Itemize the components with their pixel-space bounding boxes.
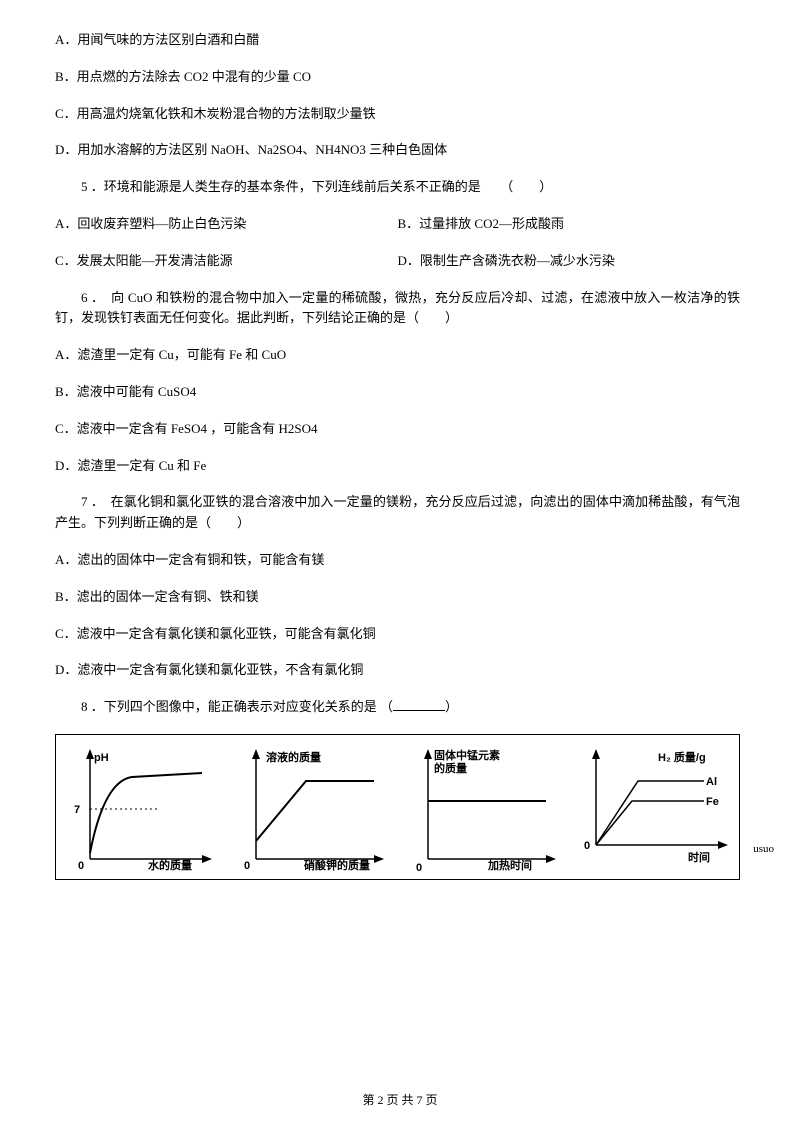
chart-c: 固体中锰元素 的质量 0 加热时间 xyxy=(400,735,572,879)
q5-option-c: C．发展太阳能—开发清洁能源 xyxy=(55,251,398,272)
chart-d-line1: Al xyxy=(706,776,717,788)
q4-option-b: B．用点燃的方法除去 CO2 中混有的少量 CO xyxy=(55,67,740,88)
q4-option-c: C．用高温灼烧氧化铁和木炭粉混合物的方法制取少量铁 xyxy=(55,104,740,125)
q7-option-d: D．滤液中一定含有氯化镁和氯化亚铁，不含有氯化铜 xyxy=(55,660,740,681)
q6-option-a: A．滤渣里一定有 Cu，可能有 Fe 和 CuO xyxy=(55,345,740,366)
q6-option-b: B．滤液中可能有 CuSO4 xyxy=(55,382,740,403)
charts-container: pH 7 0 水的质量 溶液的质量 0 硝酸钾的质量 固体中锰元素 的 xyxy=(55,734,740,880)
chart-d-line2: Fe xyxy=(706,796,719,808)
chart-b-ylabel: 溶液的质量 xyxy=(266,750,321,764)
q4-option-d: D．用加水溶解的方法区别 NaOH、Na2SO4、NH4NO3 三种白色固体 xyxy=(55,140,740,161)
q6-option-d: D．滤渣里一定有 Cu 和 Fe xyxy=(55,456,740,477)
q8-stem-before: 8 ．下列四个图像中，能正确表示对应变化关系的是 （ xyxy=(81,699,393,714)
q8-stem: 8 ．下列四个图像中，能正确表示对应变化关系的是 （ ） xyxy=(55,697,740,718)
chart-d-ylabel: H₂ 质量/g xyxy=(658,750,706,764)
chart-d: H₂ 质量/g Al Fe 0 时间 usuo xyxy=(572,735,744,879)
chart-usuo-label: usuo xyxy=(753,841,774,859)
chart-b-xlabel: 硝酸钾的质量 xyxy=(304,858,370,872)
chart-a: pH 7 0 水的质量 xyxy=(56,735,228,879)
page-footer: 第 2 页 共 7 页 xyxy=(0,1091,800,1110)
q8-stem-after: ） xyxy=(445,699,458,714)
q5-option-a: A．回收废弃塑料—防止白色污染 xyxy=(55,214,398,235)
svg-text:0: 0 xyxy=(244,860,250,872)
q7-option-c: C．滤液中一定含有氯化镁和氯化亚铁，可能含有氯化铜 xyxy=(55,624,740,645)
svg-text:0: 0 xyxy=(584,840,590,852)
svg-text:0: 0 xyxy=(78,860,84,872)
chart-a-xlabel: 水的质量 xyxy=(148,858,192,872)
svg-text:0: 0 xyxy=(416,862,422,874)
q5-option-d: D．限制生产含磷洗衣粉—减少水污染 xyxy=(398,251,741,272)
q6-option-c: C．滤液中一定含有 FeSO4 ，可能含有 H2SO4 xyxy=(55,419,740,440)
chart-d-xlabel: 时间 xyxy=(688,850,710,864)
svg-text:的质量: 的质量 xyxy=(434,761,467,775)
chart-a-ylabel: pH xyxy=(94,752,109,764)
chart-b: 溶液的质量 0 硝酸钾的质量 xyxy=(228,735,400,879)
q7-option-a: A．滤出的固体中一定含有铜和铁，可能含有镁 xyxy=(55,550,740,571)
q5-stem: 5 ．环境和能源是人类生存的基本条件，下列连线前后关系不正确的是 （ ） xyxy=(55,177,740,198)
q5-option-b: B．过量排放 CO2—形成酸雨 xyxy=(398,214,741,235)
q7-option-b: B．滤出的固体一定含有铜、铁和镁 xyxy=(55,587,740,608)
q6-stem: 6 ． 向 CuO 和铁粉的混合物中加入一定量的稀硫酸，微热，充分反应后冷却、过… xyxy=(55,288,740,330)
chart-c-xlabel: 加热时间 xyxy=(487,858,532,872)
q8-blank xyxy=(393,698,445,711)
q7-stem: 7 ． 在氯化铜和氯化亚铁的混合溶液中加入一定量的镁粉，充分反应后过滤，向滤出的… xyxy=(55,492,740,534)
chart-c-ylabel: 固体中锰元素 xyxy=(434,748,500,762)
chart-a-ytick: 7 xyxy=(74,804,80,816)
q4-option-a: A．用闻气味的方法区别白酒和白醋 xyxy=(55,30,740,51)
